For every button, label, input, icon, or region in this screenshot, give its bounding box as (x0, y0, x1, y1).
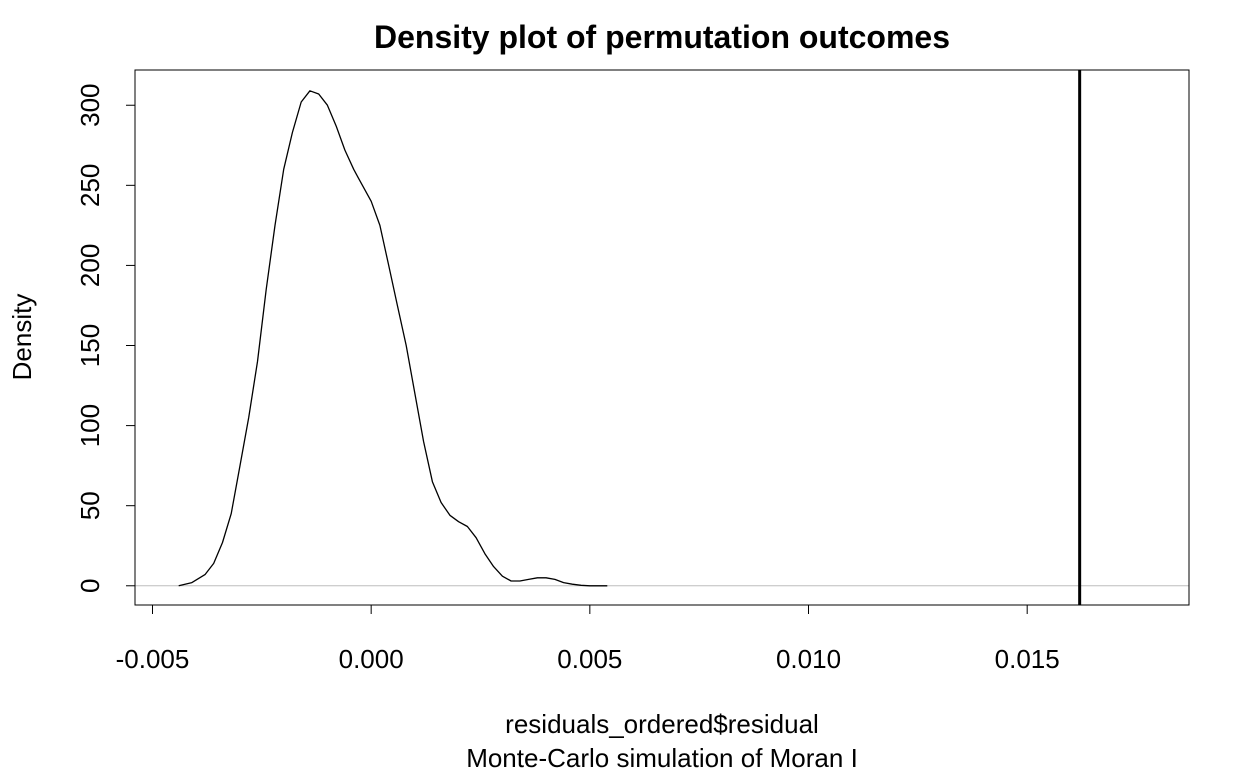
y-tick-label: 200 (75, 244, 105, 287)
x-tick-label: -0.005 (116, 644, 190, 674)
x-axis-label: residuals_ordered$residual (505, 709, 819, 739)
x-tick-label: 0.000 (339, 644, 404, 674)
y-axis-label: Density (7, 294, 37, 381)
x-axis-sublabel: Monte-Carlo simulation of Moran I (466, 743, 858, 773)
y-tick-label: 250 (75, 164, 105, 207)
density-curve (178, 90, 608, 587)
x-tick-label: 0.010 (776, 644, 841, 674)
y-axis: 0 50 100 150 200 250 300 (75, 84, 136, 593)
y-tick-label: 100 (75, 404, 105, 447)
chart-title: Density plot of permutation outcomes (374, 19, 950, 55)
x-tick-label: 0.015 (995, 644, 1060, 674)
y-tick-label: 50 (75, 491, 105, 520)
x-tick-label: 0.005 (557, 644, 622, 674)
y-tick-label: 150 (75, 324, 105, 367)
y-tick-label: 300 (75, 84, 105, 127)
y-tick-label: 0 (75, 579, 105, 593)
chart-marks (135, 70, 1189, 605)
x-axis: -0.005 0.000 0.005 0.010 0.015 (116, 604, 1060, 674)
